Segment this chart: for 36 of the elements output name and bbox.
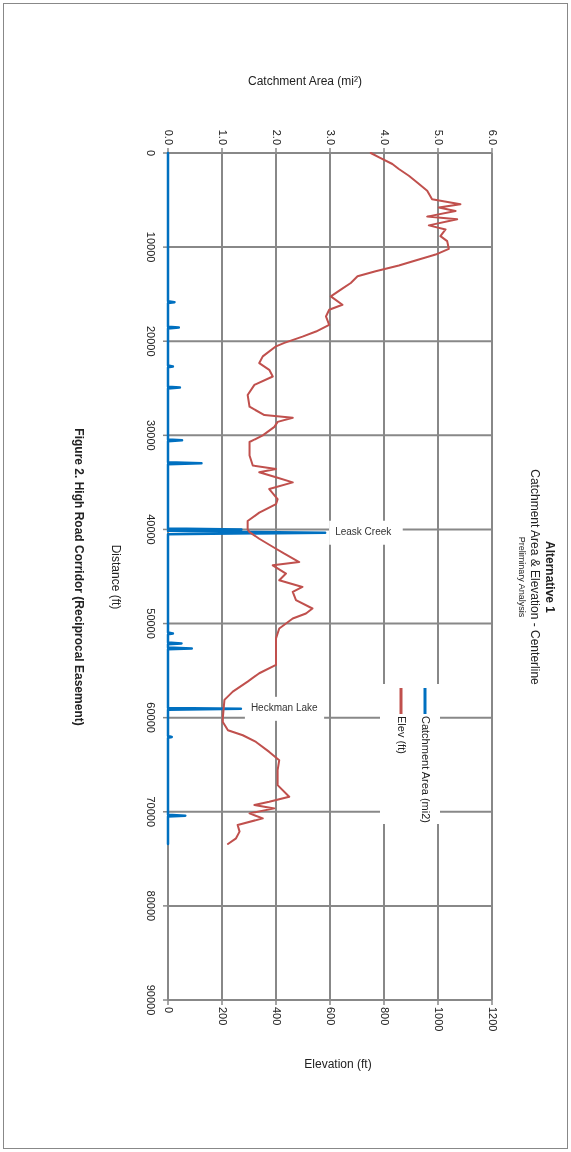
- x-tick-label: 1000: [433, 1007, 446, 1032]
- annotation: Heckman Lake: [250, 702, 319, 714]
- text: Catchment Area & Elevation - Centerline: [527, 469, 542, 686]
- y-tick-label: 40000: [145, 514, 158, 545]
- x-tick-label: 1200: [487, 1007, 500, 1032]
- x2-tick-label: 6.0: [487, 129, 500, 145]
- y-tick-label: 30000: [145, 420, 158, 451]
- legend-label: Catchment Area (mi2): [420, 716, 433, 823]
- y-tick-label: 20000: [145, 325, 158, 357]
- caption: Figure 2. High Road Corridor (Reciprocal Easement): [71, 428, 86, 726]
- y-tick-label: 90000: [145, 984, 158, 1016]
- x-tick-label: 0: [163, 1007, 176, 1014]
- x-tick-label: 400: [271, 1007, 284, 1026]
- legend-label: Elev (ft): [396, 716, 409, 754]
- x2-tick-label: 5.0: [433, 129, 446, 145]
- x-tick-label: 800: [379, 1007, 392, 1026]
- y-axis-title: Distance (ft): [108, 544, 123, 610]
- text: Alternative 1: [542, 540, 557, 614]
- y-tick-label: 70000: [145, 796, 158, 828]
- annotation: Leask Creek: [335, 526, 393, 538]
- x2-tick-label: 3.0: [325, 129, 338, 145]
- y-tick-label: 10000: [145, 231, 158, 263]
- x2-tick-label: 2.0: [271, 129, 284, 145]
- x2-tick-label: 0.0: [163, 129, 176, 145]
- y-tick-label: 0: [145, 149, 158, 157]
- x2-tick-label: 1.0: [217, 129, 230, 145]
- text: Preliminary Analysis: [516, 536, 527, 618]
- y-tick-label: 60000: [145, 702, 158, 733]
- x-tick-label: 200: [217, 1007, 230, 1026]
- y-tick-label: 80000: [145, 890, 158, 922]
- x-axis-title: Elevation (ft): [304, 1057, 372, 1072]
- x2-axis-title: Catchment Area (mi²): [247, 74, 363, 89]
- y-tick-label: 50000: [145, 608, 158, 639]
- line-series: [221, 152, 462, 845]
- x2-tick-label: 4.0: [379, 129, 392, 145]
- x-tick-label: 600: [325, 1007, 338, 1026]
